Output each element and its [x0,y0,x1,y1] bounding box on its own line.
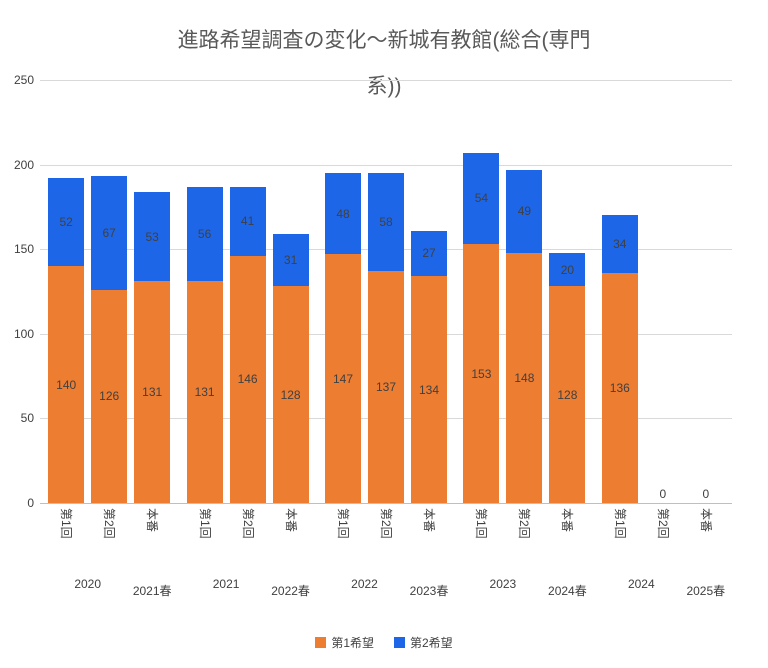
group-label-survey-year: 2024 [627,577,655,591]
bar-segment-first-choice [463,244,500,503]
data-label: 147 [332,371,354,386]
group-label-survey-year: 2020 [74,577,102,591]
bar-segment-second-choice [134,191,171,282]
y-axis-label: 50 [20,411,34,426]
category-label: 第2回 [102,508,117,539]
y-axis-label: 150 [13,242,34,257]
data-label: 131 [194,385,215,400]
data-label: 0 [659,487,667,501]
data-label: 0 [702,487,710,501]
grid-line [40,164,732,166]
bar-segment-first-choice [134,281,171,503]
grid-line [40,80,732,81]
legend-marker [315,637,327,648]
category-label: 本番 [145,508,160,533]
category-label: 第1回 [197,508,212,539]
y-axis-label: 250 [13,73,34,87]
bar-segment-first-choice [549,286,586,503]
data-label: 131 [142,385,163,400]
group-label-survey-year: 2021 [212,577,240,591]
data-label: 58 [379,215,393,230]
group-label-exam-term: 2024春 [548,584,587,598]
legend-item: 第2希望 [394,634,453,651]
plot-area: 140 52 126 67 131 53 131 56 146 41 128 31 147 48 137 58… [40,80,732,504]
data-label: 52 [59,215,73,230]
category-label: 第1回 [474,508,489,539]
bar-segment-first-choice [272,286,309,503]
data-label: 140 [56,377,77,392]
group-label-exam-term: 2021春 [132,584,172,598]
data-label: 41 [240,214,255,229]
data-label: 134 [418,382,440,397]
bar-segment-second-choice [549,252,586,287]
category-label: 第2回 [517,508,532,539]
data-label: 27 [422,246,436,261]
category-label: 第1回 [59,508,74,539]
bar-segment-second-choice [272,234,309,287]
category-label: 第2回 [379,508,393,539]
bar-segment-first-choice [411,276,447,503]
category-label: 第2回 [240,508,255,539]
bar-segment-first-choice [229,255,266,503]
category-label: 本番 [698,508,713,533]
bar-segment-second-choice [411,230,447,277]
data-label: 146 [237,372,258,387]
data-label: 126 [99,389,120,404]
bar-segment-first-choice [325,254,361,503]
data-label: 31 [283,253,298,268]
group-label-exam-term: 2023春 [409,584,449,598]
bar-segment-second-choice [186,186,223,282]
data-label: 54 [474,191,489,206]
bar-segment-second-choice [463,152,500,245]
bar-segment-first-choice [186,281,223,503]
legend-label: 第1希望 [331,636,374,650]
data-label: 34 [613,237,627,252]
bar-segment-second-choice [368,173,404,272]
legend: 第1希望 第2希望 [0,634,768,651]
bar-segment-second-choice [601,215,638,273]
category-label: 第2回 [655,508,670,539]
data-label: 67 [102,226,116,241]
data-label: 153 [471,366,492,381]
bar-segment-first-choice [48,266,85,503]
bar-segment-first-choice [506,252,543,503]
category-label: 第1回 [336,508,350,539]
group-label-exam-term: 2025春 [686,584,726,598]
bar-segment-second-choice [229,186,266,256]
category-label: 本番 [560,508,575,533]
legend-marker [394,637,405,648]
bar-segment-first-choice [368,271,404,503]
x-axis-line [40,503,732,504]
legend-item: 第1希望 [315,634,374,651]
bar-segment-first-choice [601,272,638,503]
bar-segment-second-choice [48,178,85,267]
group-label-exam-term: 2022春 [271,584,310,598]
category-label: 第1回 [612,508,627,539]
bar-segment-first-choice [91,289,128,503]
group-label-survey-year: 2023 [489,577,517,591]
data-label: 49 [517,204,532,219]
data-label: 128 [557,387,578,402]
y-axis-label: 0 [27,496,34,510]
category-label: 本番 [422,508,436,533]
data-label: 20 [560,262,575,277]
group-label-survey-year: 2022 [351,577,378,591]
category-label: 本番 [283,508,298,533]
data-label: 48 [336,206,350,221]
legend-label: 第2希望 [410,636,453,650]
data-label: 128 [280,387,301,402]
data-label: 136 [609,380,630,395]
y-axis-label: 100 [13,326,34,341]
y-axis-label: 200 [13,157,34,172]
bar-segment-second-choice [506,169,543,253]
data-label: 137 [375,380,397,395]
data-label: 56 [197,226,212,241]
bar-segment-second-choice [325,173,361,255]
chart-title-line1: 進路希望調査の変化～新城有教館(総合(専門 [177,29,591,52]
data-label: 53 [145,229,159,244]
data-label: 148 [514,370,535,385]
bar-segment-second-choice [91,176,128,290]
